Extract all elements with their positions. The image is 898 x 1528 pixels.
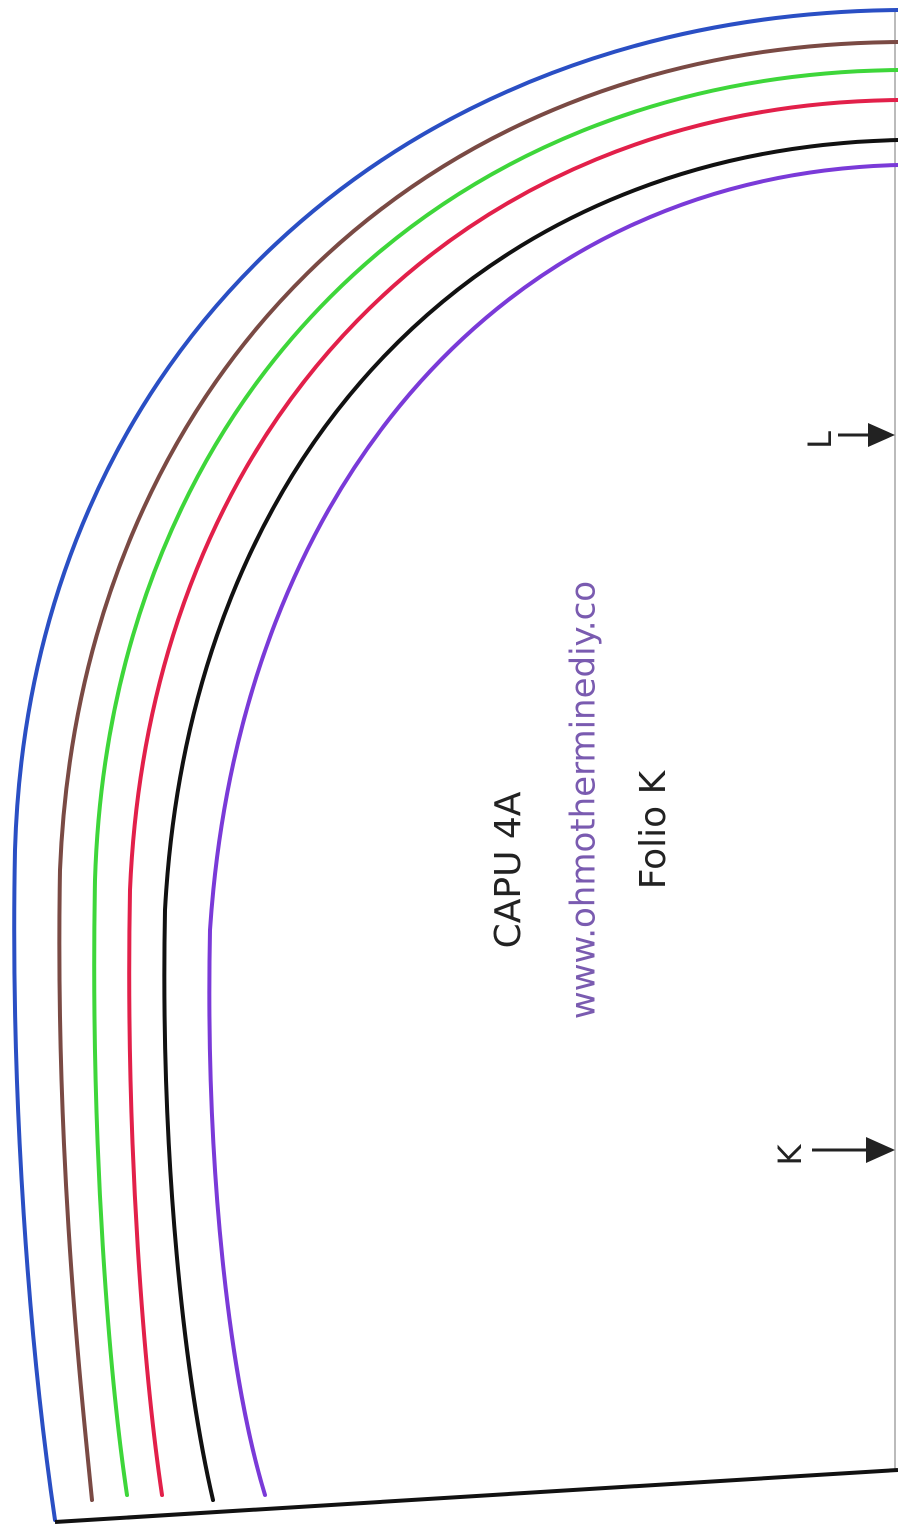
bottom-edge xyxy=(54,1468,898,1524)
marker-label: K xyxy=(771,1143,809,1165)
marker-label: L xyxy=(801,431,839,449)
blue-line xyxy=(12,8,898,1522)
pattern-title: CAPU 4A xyxy=(488,791,529,948)
piece-label: Folio K xyxy=(633,769,674,889)
arrow-head xyxy=(868,423,895,447)
red-line xyxy=(127,98,898,1497)
arrow-head xyxy=(866,1137,895,1163)
green-line xyxy=(92,68,898,1497)
website: www.ohmotherminediy.co xyxy=(564,581,604,1019)
purple-line xyxy=(207,163,898,1497)
black-line xyxy=(162,138,898,1502)
brown-line xyxy=(57,40,898,1502)
